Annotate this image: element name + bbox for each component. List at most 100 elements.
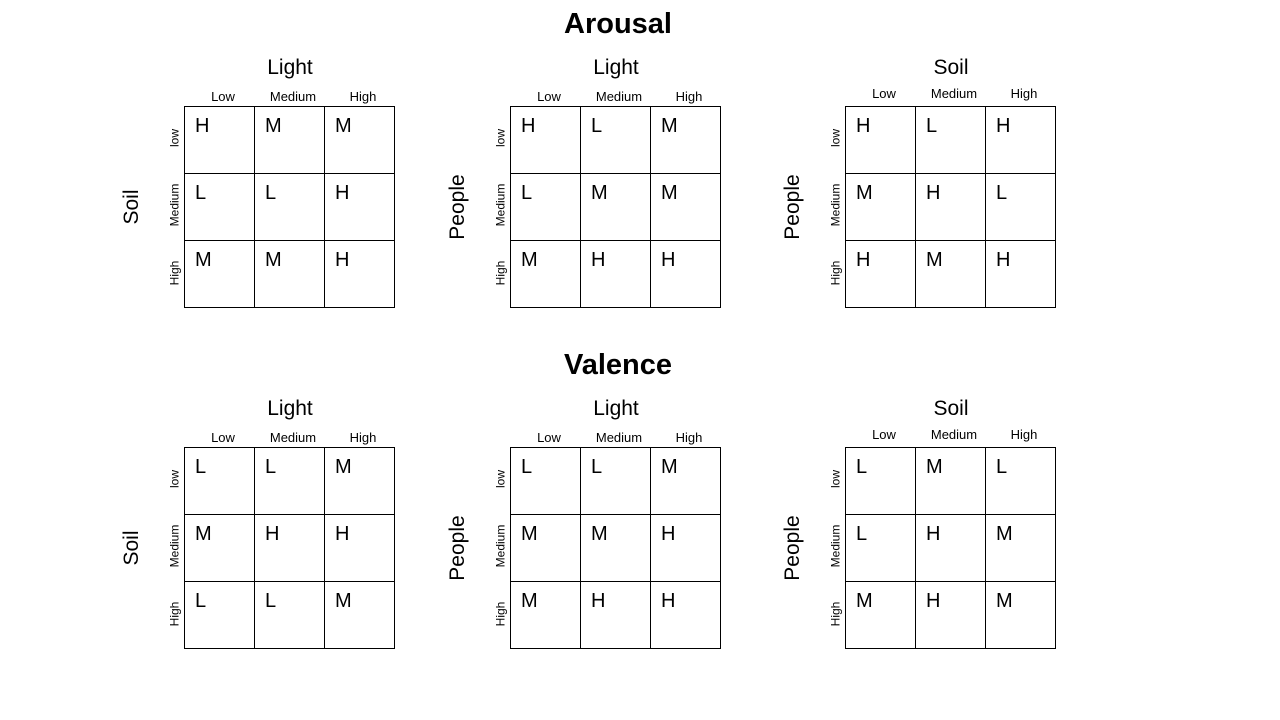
matrix-cell: M	[510, 240, 581, 308]
matrix-cell: L	[845, 447, 916, 515]
row-label: low	[828, 129, 843, 148]
cell-value: H	[661, 590, 676, 612]
cell-value: L	[591, 115, 603, 137]
matrix-cell: H	[650, 240, 721, 308]
matrix-table: H L M L M M M H H	[510, 106, 721, 308]
matrix-cell: M	[650, 106, 721, 174]
matrix-cell: L	[580, 106, 651, 174]
row-axis-title: People	[781, 515, 804, 581]
row-label: low	[167, 470, 182, 489]
column-label: Medium	[930, 86, 978, 101]
cell-value: M	[195, 249, 212, 271]
column-label: High	[349, 89, 377, 104]
cell-value: L	[521, 456, 533, 478]
cell-value: L	[195, 182, 207, 204]
cell-value: M	[856, 182, 873, 204]
cell-value: M	[926, 249, 943, 271]
matrix-cell: M	[324, 581, 395, 649]
row-label: Medium	[167, 183, 182, 227]
cell-value: M	[521, 523, 538, 545]
matrix-cell: M	[985, 514, 1056, 582]
row-axis-title: People	[781, 174, 804, 240]
matrix-cell: M	[254, 240, 325, 308]
column-label: High	[1010, 86, 1038, 101]
matrix-cell: H	[915, 581, 986, 649]
matrix-cell: H	[985, 106, 1056, 174]
cell-value: L	[265, 456, 277, 478]
column-axis-title: Light	[267, 397, 313, 420]
column-axis-title: Soil	[933, 397, 969, 420]
matrix-cell: L	[845, 514, 916, 582]
cell-value: H	[591, 249, 606, 271]
matrix-block: Light Low Medium High People low Medium High H L M…	[443, 56, 743, 316]
row-label: Medium	[167, 524, 182, 568]
matrix-cell: L	[184, 447, 255, 515]
cell-value: M	[591, 523, 608, 545]
row-label: Medium	[493, 183, 508, 227]
matrix-cell: L	[985, 173, 1056, 241]
column-label: Low	[211, 430, 235, 445]
matrix-cell: L	[184, 173, 255, 241]
cell-value: L	[856, 456, 868, 478]
cell-value: L	[591, 456, 603, 478]
matrix-block: Light Low Medium High Soil low Medium High L L M M H…	[117, 397, 417, 657]
column-axis-title: Soil	[933, 56, 969, 79]
matrix-cell: M	[915, 240, 986, 308]
row-label: low	[167, 129, 182, 148]
row-axis-title: People	[446, 515, 469, 581]
cell-value: H	[926, 182, 941, 204]
column-axis-title: Light	[593, 397, 639, 420]
column-label: High	[349, 430, 377, 445]
matrix-block: Light Low Medium High Soil low Medium High H M M L L…	[117, 56, 417, 316]
matrix-cell: H	[580, 581, 651, 649]
row-label: High	[493, 601, 508, 626]
cell-value: H	[926, 523, 941, 545]
matrix-cell: H	[915, 514, 986, 582]
matrix-cell: M	[254, 106, 325, 174]
cell-value: M	[265, 249, 282, 271]
matrix-table: L M L L H M M H M	[845, 447, 1056, 649]
row-label: Medium	[828, 183, 843, 227]
row-label: High	[493, 260, 508, 285]
cell-value: H	[996, 115, 1011, 137]
matrix-cell: H	[845, 240, 916, 308]
matrix-cell: M	[510, 581, 581, 649]
row-label: High	[828, 601, 843, 626]
cell-value: H	[521, 115, 536, 137]
column-axis-title: Light	[267, 56, 313, 79]
matrix-cell: L	[985, 447, 1056, 515]
matrix-table: H L H M H L H M H	[845, 106, 1056, 308]
matrix-cell: L	[510, 173, 581, 241]
row-label: low	[493, 129, 508, 148]
cell-value: M	[521, 249, 538, 271]
cell-value: M	[591, 182, 608, 204]
cell-value: H	[996, 249, 1011, 271]
matrix-cell: M	[510, 514, 581, 582]
column-label: Medium	[269, 89, 317, 104]
cell-value: H	[661, 249, 676, 271]
column-label: High	[675, 430, 703, 445]
matrix-block: Light Low Medium High People low Medium High L L M…	[443, 397, 743, 657]
row-label: low	[828, 470, 843, 489]
row-label: low	[493, 470, 508, 489]
row-label: High	[828, 260, 843, 285]
cell-value: M	[661, 456, 678, 478]
column-label: High	[675, 89, 703, 104]
cell-value: M	[661, 182, 678, 204]
cell-value: H	[195, 115, 210, 137]
matrix-cell: M	[985, 581, 1056, 649]
cell-value: M	[195, 523, 212, 545]
section-title: Arousal	[564, 8, 672, 40]
column-label: Low	[872, 86, 896, 101]
matrix-cell: L	[580, 447, 651, 515]
matrix-cell: H	[580, 240, 651, 308]
matrix-cell: H	[184, 106, 255, 174]
column-label: Low	[537, 89, 561, 104]
cell-value: H	[926, 590, 941, 612]
matrix-cell: M	[324, 447, 395, 515]
